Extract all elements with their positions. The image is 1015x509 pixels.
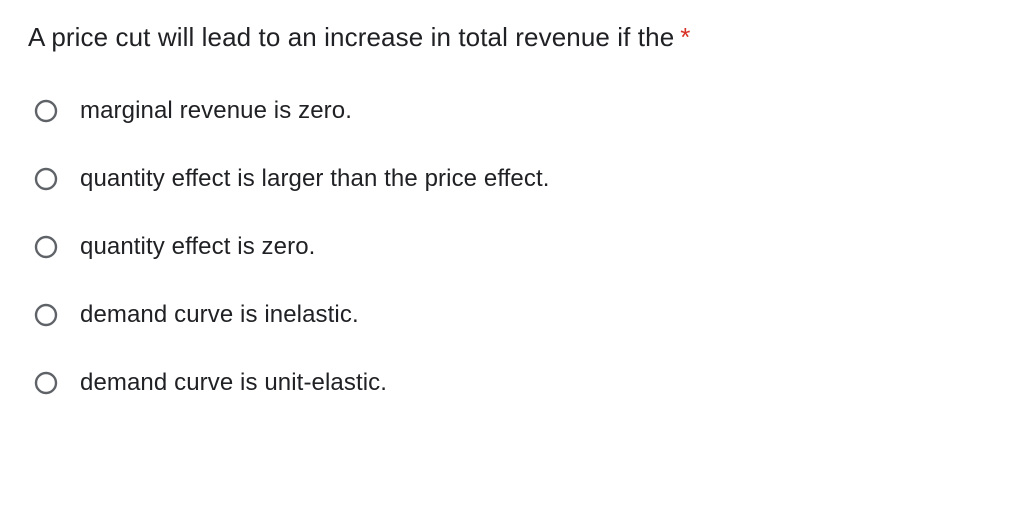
option-row[interactable]: quantity effect is larger than the price… [34, 165, 987, 193]
option-row[interactable]: demand curve is inelastic. [34, 301, 987, 329]
radio-unchecked-icon [34, 99, 58, 123]
radio-unchecked-icon [34, 303, 58, 327]
option-label: marginal revenue is zero. [80, 97, 352, 125]
option-label: demand curve is inelastic. [80, 301, 359, 329]
option-label: quantity effect is larger than the price… [80, 165, 550, 193]
option-label: demand curve is unit-elastic. [80, 369, 387, 397]
option-row[interactable]: demand curve is unit-elastic. [34, 369, 987, 397]
radio-unchecked-icon [34, 371, 58, 395]
required-asterisk: * [680, 22, 690, 53]
question-block: A price cut will lead to an increase in … [0, 0, 1015, 397]
option-row[interactable]: quantity effect is zero. [34, 233, 987, 261]
option-label: quantity effect is zero. [80, 233, 315, 261]
option-row[interactable]: marginal revenue is zero. [34, 97, 987, 125]
radio-unchecked-icon [34, 235, 58, 259]
question-row: A price cut will lead to an increase in … [28, 22, 987, 53]
question-text: A price cut will lead to an increase in … [28, 22, 674, 53]
radio-unchecked-icon [34, 167, 58, 191]
options-list: marginal revenue is zero. quantity effec… [28, 97, 987, 397]
